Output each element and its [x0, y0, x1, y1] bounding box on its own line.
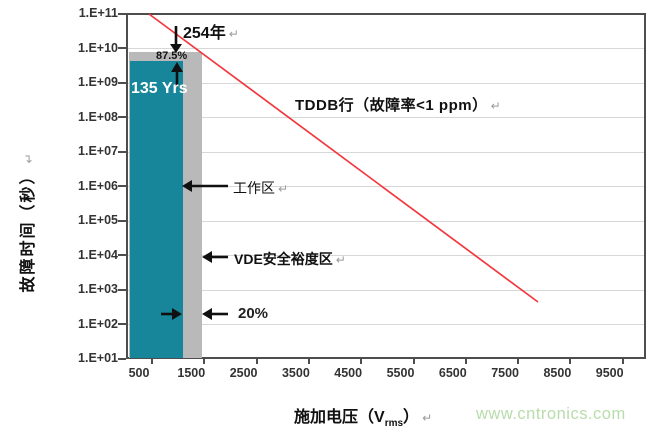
y-axis-title-text: 故障时间（秒）	[20, 166, 37, 293]
y-tick-mark	[118, 116, 126, 118]
x-tick-label: 7500	[491, 366, 519, 380]
y-tick-mark	[118, 81, 126, 84]
annotation-20-percent: 20%	[238, 305, 269, 322]
x-tick-mark	[203, 359, 206, 364]
x-axis-title-subscript: rms	[384, 418, 404, 430]
gridline	[128, 255, 644, 256]
working-region-text: 工作区	[233, 180, 275, 196]
y-tick-label: 1.E+10	[78, 40, 118, 55]
x-tick-mark	[151, 359, 153, 364]
y-tick-mark	[118, 12, 126, 15]
gridline	[128, 82, 644, 84]
return-mark: ↵	[228, 27, 239, 41]
x-axis-title-suffix: ）	[403, 409, 420, 426]
y-tick-mark	[118, 357, 126, 360]
x-tick-mark	[412, 359, 415, 364]
y-tick-mark	[118, 47, 126, 49]
y-tick-label: 1.E+01	[78, 351, 118, 365]
x-tick-mark	[360, 359, 363, 364]
x-tick-label: 2500	[229, 366, 258, 380]
x-tick-label: 500	[128, 366, 150, 380]
y-tick-label: 1.E+09	[78, 75, 118, 89]
y-tick-mark	[118, 150, 126, 153]
annotation-135-years: 135 Yrs	[131, 80, 188, 97]
x-tick-mark	[255, 359, 258, 364]
return-mark: ↵	[335, 253, 346, 267]
vde-margin-text: VDE安全裕度区	[234, 251, 333, 267]
gridline	[128, 48, 644, 49]
y-tick-mark	[118, 254, 126, 256]
x-tick-label: 1500	[177, 366, 206, 380]
x-tick-label: 8500	[543, 366, 572, 380]
y-axis-title: 故障时间（秒） ↵	[14, 122, 37, 322]
y-tick-label: 1.E+06	[78, 178, 118, 193]
x-tick-mark	[464, 359, 467, 364]
x-tick-mark	[621, 359, 624, 364]
annotation-vde-margin: VDE安全裕度区 ↵	[234, 249, 346, 269]
annotation-254-years: 254年 ↵	[183, 19, 239, 43]
y-tick-label: 1.E+05	[78, 213, 118, 227]
gridline	[128, 324, 644, 325]
gridline	[128, 220, 644, 222]
x-tick-mark	[517, 359, 520, 364]
annotation-87-percent: 87.5%	[156, 50, 188, 62]
return-mark: ↵	[422, 411, 433, 425]
annotation-254-years-text: 254年	[183, 25, 226, 42]
x-tick-label: 9500	[595, 366, 624, 380]
plot-area	[126, 13, 646, 359]
y-tick-label: 1.E+04	[78, 247, 118, 262]
x-tick-label: 5500	[386, 366, 415, 380]
gridline	[128, 289, 644, 291]
y-tick-label: 1.E+07	[78, 144, 118, 158]
y-tick-mark	[118, 219, 126, 222]
x-axis-title-prefix: 施加电压（V	[294, 409, 385, 426]
y-tick-label: 1.E+11	[78, 6, 118, 20]
y-tick-label: 1.E+03	[78, 282, 118, 296]
working-region-bar	[130, 61, 183, 358]
annotation-tddb-line-label: TDDB行（故障率<1 ppm） ↵	[295, 94, 501, 115]
x-axis-title: 施加电压（Vrms） ↵	[294, 403, 432, 429]
x-tick-mark	[569, 359, 572, 364]
return-mark: ↵	[490, 99, 502, 113]
y-tick-mark	[118, 323, 126, 325]
return-mark: ↵	[22, 151, 36, 164]
annotation-working-region: 工作区 ↵	[233, 178, 288, 198]
x-tick-mark	[307, 359, 310, 364]
x-tick-label: 6500	[438, 366, 467, 380]
tddb-line-label-text: TDDB行（故障率<1 ppm）	[295, 97, 488, 114]
y-tick-mark	[118, 185, 126, 187]
gridline	[128, 186, 644, 187]
y-tick-label: 1.E+08	[78, 109, 118, 124]
x-tick-label: 4500	[334, 366, 363, 380]
x-tick-label: 3500	[281, 366, 310, 380]
watermark-text: www.cntronics.com	[476, 405, 626, 423]
y-tick-mark	[118, 288, 126, 291]
return-mark: ↵	[278, 182, 289, 196]
y-tick-label: 1.E+02	[78, 316, 118, 331]
gridline	[128, 117, 644, 118]
gridline	[128, 151, 644, 153]
